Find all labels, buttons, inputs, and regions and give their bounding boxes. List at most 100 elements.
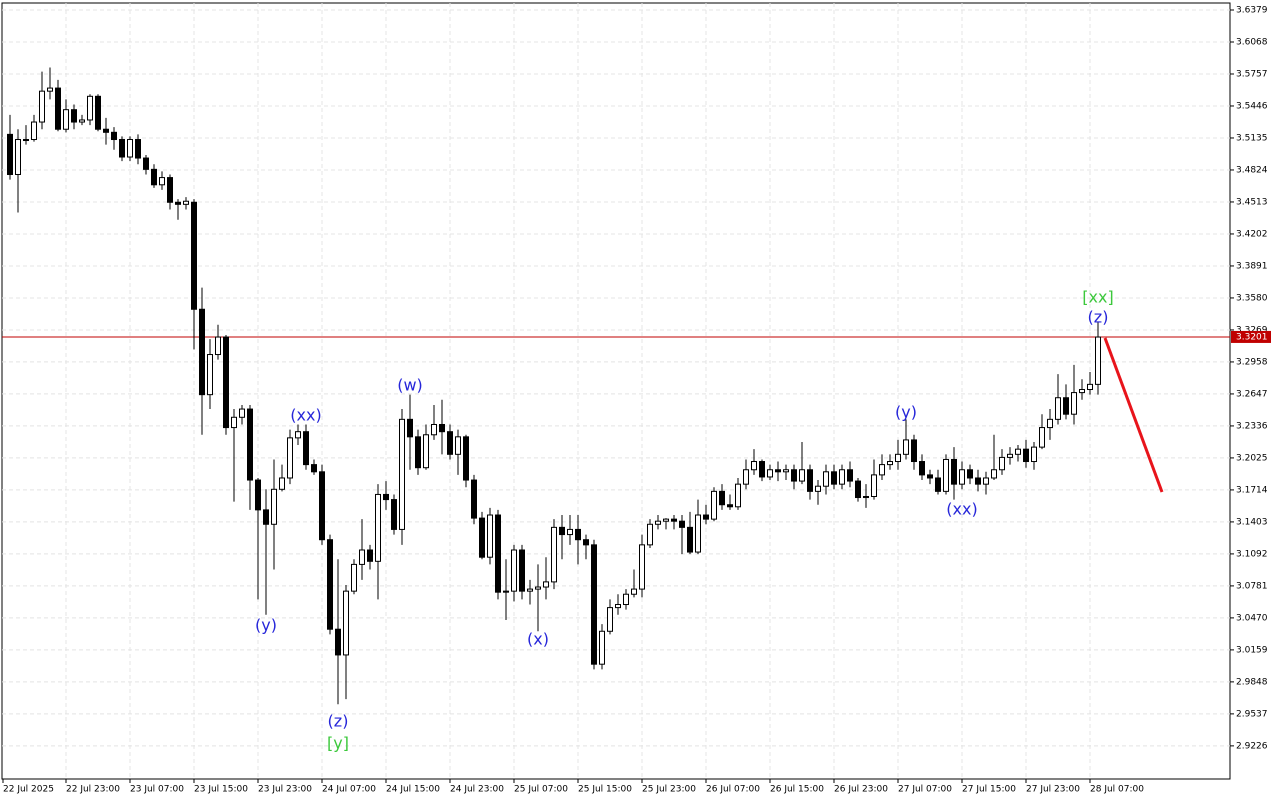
candle-body [759, 461, 765, 478]
candle-body [1071, 392, 1077, 415]
candle-body [711, 490, 717, 520]
candle-body [959, 469, 965, 485]
candle-body [719, 490, 725, 506]
candle-body [671, 518, 677, 522]
candle-body [143, 157, 149, 170]
wave-label: (xx) [946, 500, 977, 519]
wave-label: [y] [327, 734, 349, 753]
candle-body [279, 477, 285, 490]
candle-body [519, 549, 525, 592]
current-price-label: 3.3201 [1236, 332, 1268, 342]
candle-body [407, 418, 413, 438]
candle-body [839, 469, 845, 485]
candle-body [359, 549, 365, 565]
candle-body [327, 539, 333, 630]
candle-body [463, 436, 469, 481]
candle-body [911, 439, 917, 463]
candle-body [495, 514, 501, 593]
candle-body [343, 590, 349, 656]
candle-body [487, 514, 493, 558]
y-tick-label: 3.5446 [1236, 101, 1268, 111]
y-tick-label: 3.3580 [1236, 293, 1268, 303]
candle-body [199, 308, 205, 396]
candle-body [431, 423, 437, 436]
candle-body [919, 461, 925, 476]
candle-body [527, 588, 533, 592]
candle-body [119, 139, 125, 158]
candle-body [7, 133, 13, 175]
candle-body [807, 469, 813, 492]
candle-body [159, 177, 165, 186]
candle-body [599, 630, 605, 665]
x-tick-label: 25 Jul 23:00 [642, 785, 696, 795]
candle-body [847, 469, 853, 482]
candle-body [103, 128, 109, 133]
wave-label: (w) [397, 376, 423, 395]
candle-body [151, 168, 157, 186]
candle-body [175, 201, 181, 205]
current-price-tag [1231, 330, 1271, 343]
candle-body [167, 177, 173, 203]
candle-body [215, 336, 221, 356]
wave-label: (y) [895, 403, 917, 422]
candle-body [1047, 418, 1053, 429]
candle-body [815, 485, 821, 492]
x-tick-label: 24 Jul 15:00 [386, 785, 440, 795]
wave-label: (z) [1088, 308, 1109, 327]
y-tick-label: 3.1403 [1236, 517, 1268, 527]
candle-body [735, 483, 741, 508]
candle-body [655, 520, 661, 525]
x-tick-label: 24 Jul 07:00 [322, 785, 376, 795]
candle-body [999, 456, 1005, 471]
candle-body [695, 514, 701, 553]
candle-body [47, 87, 53, 92]
candle-body [951, 458, 957, 485]
y-tick-label: 3.5757 [1236, 69, 1268, 79]
wave-label: (y) [255, 616, 277, 635]
y-tick-label: 3.2025 [1236, 453, 1268, 463]
candle-body [863, 496, 869, 499]
y-tick-label: 3.2958 [1236, 357, 1268, 367]
candle-body [135, 139, 141, 159]
candle-body [351, 563, 357, 592]
candle-body [87, 95, 93, 121]
candle-body [423, 434, 429, 469]
y-tick-label: 3.1714 [1236, 485, 1268, 495]
x-tick-label: 27 Jul 15:00 [962, 785, 1016, 795]
candle-body [15, 139, 21, 175]
x-tick-label: 26 Jul 15:00 [770, 785, 824, 795]
y-tick-label: 3.4513 [1236, 197, 1268, 207]
candle-body [455, 436, 461, 455]
candle-body [767, 469, 773, 478]
y-tick-label: 3.2647 [1236, 389, 1268, 399]
wave-label: (xx) [290, 406, 321, 425]
candle-body [391, 499, 397, 530]
candle-body [991, 469, 997, 479]
candle-body [751, 461, 757, 471]
plot-frame [1, 2, 1231, 780]
candle-body [1063, 397, 1069, 415]
candle-body [95, 95, 101, 130]
candle-body [247, 408, 253, 481]
x-tick-label: 28 Jul 07:00 [1090, 785, 1144, 795]
y-tick-label: 3.6068 [1236, 37, 1268, 47]
y-tick-label: 3.4202 [1236, 229, 1268, 239]
candle-body [631, 588, 637, 595]
x-tick-label: 27 Jul 07:00 [898, 785, 952, 795]
candle-body [727, 504, 733, 508]
candle-body [399, 418, 405, 530]
candle-body [183, 200, 189, 205]
y-tick-label: 3.0781 [1236, 581, 1268, 591]
candle-body [983, 477, 989, 485]
candle-body [471, 479, 477, 519]
candle-body [511, 549, 517, 592]
candle-body [551, 526, 557, 583]
candle-body [895, 453, 901, 463]
candle-body [831, 471, 837, 485]
candle-body [591, 544, 597, 665]
candle-body [743, 469, 749, 485]
candle-body [191, 201, 197, 310]
candle-body [335, 628, 341, 656]
candle-body [223, 336, 229, 429]
candle-body [287, 437, 293, 479]
